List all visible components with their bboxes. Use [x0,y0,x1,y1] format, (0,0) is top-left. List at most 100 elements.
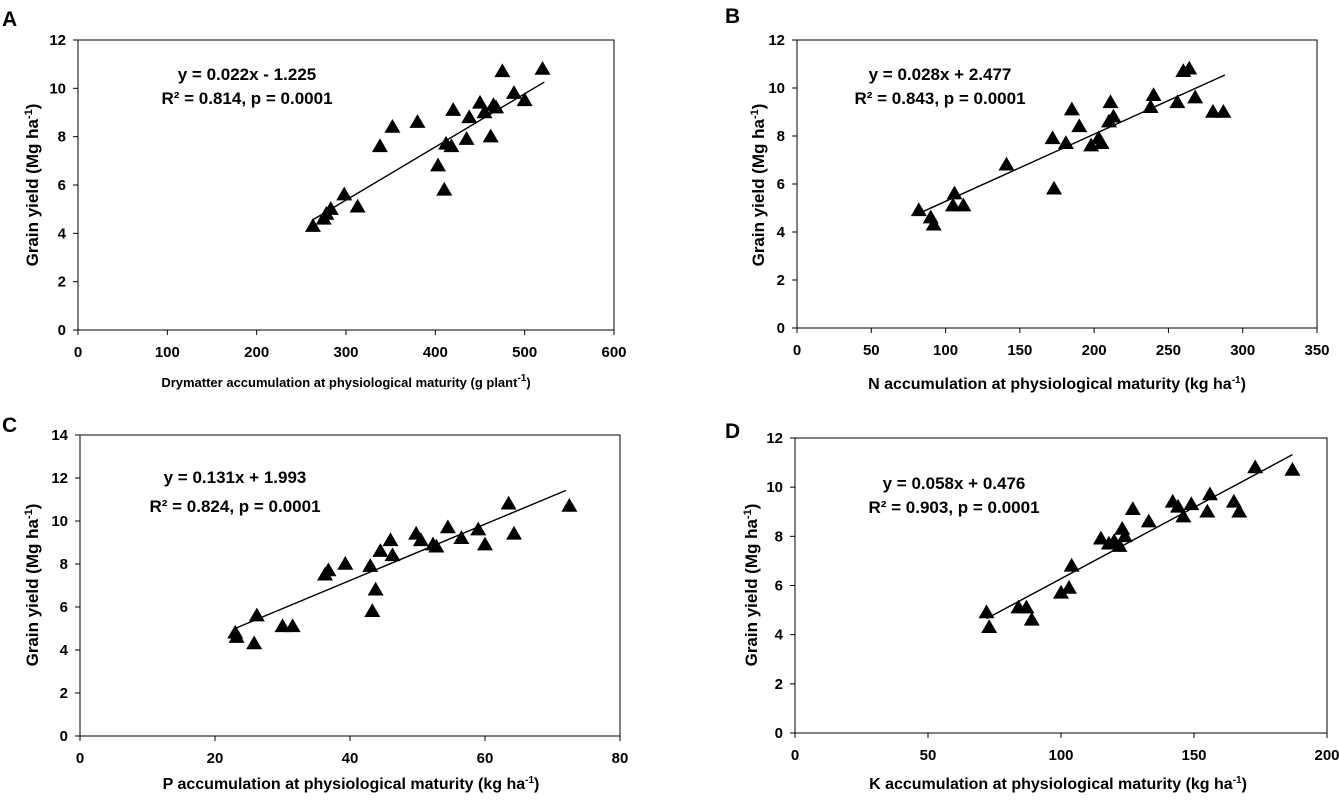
x-axis-title-c: P accumulation at physiological maturity… [163,775,540,793]
data-point [506,525,523,540]
y-axis-title-c: Grain yield (Mg ha-1) [23,504,42,667]
plot-frame-c [79,434,621,737]
x-tick-label: 300 [333,344,358,361]
x-tick-label: 0 [74,344,82,361]
data-point [1111,538,1128,552]
data-point [436,181,453,196]
x-tick-label: 500 [512,344,537,361]
x-tick-label: 100 [1048,747,1073,764]
data-point [981,619,998,634]
y-tick-label: 10 [766,479,783,496]
x-tick-label: 100 [933,342,958,359]
data-point [500,495,517,510]
data-point [488,99,505,114]
data-point [248,607,265,622]
x-tick-label: 40 [342,750,359,767]
panel-letter-a: A [2,8,17,31]
data-point [1247,459,1264,474]
data-point [998,156,1015,171]
data-point [364,603,381,618]
data-point [384,119,401,133]
x-tick-label: 600 [601,344,626,361]
data-point [1201,486,1218,501]
y-tick-label: 4 [60,642,69,659]
y-tick-label: 10 [768,80,785,97]
panel-d: D 0 2 4 6 8 10 12 0 50 100 150 200 K accumulation at … [725,420,1339,793]
x-tick-label: 60 [477,750,494,767]
y-tick-label: 2 [777,272,785,289]
data-point [1140,513,1157,528]
plot-frame-a [77,39,615,331]
y-tick-label: 12 [766,430,783,447]
regression-equation-a: y = 0.022x - 1.225 [178,65,316,84]
trend-line-a [312,81,545,221]
panel-b: B 0 2 4 6 8 10 12 0 50 100 150 200 250 300 350 N accumul… [725,5,1330,393]
data-point [384,547,401,562]
y-tick-label: 0 [775,725,783,742]
x-tick-label: 400 [423,344,448,361]
data-point [470,521,487,536]
r-squared-label-c: R² = 0.824, p = 0.0001 [149,497,320,516]
y-tick-label: 2 [58,274,66,291]
data-point [1142,99,1159,113]
data-point [1093,135,1110,149]
data-point [978,604,995,619]
data-point [412,532,429,547]
data-point [910,202,927,217]
data-point [228,629,245,643]
data-point [1225,493,1242,508]
data-point [337,556,354,570]
data-point [494,63,511,78]
data-point [1063,101,1080,116]
data-point [336,186,353,201]
data-point [1124,501,1141,516]
data-point [1181,60,1198,75]
data-point [945,197,961,212]
y-tick-label: 12 [51,470,68,487]
data-point [430,157,447,172]
x-tick-label: 250 [1156,342,1181,359]
data-point [445,102,462,116]
data-point [1175,508,1192,523]
y-tick-label: 4 [58,225,67,242]
data-point [439,519,456,534]
y-axis-title-d: Grain yield (Mg ha-1) [742,504,761,667]
data-point [320,562,337,577]
data-point [516,92,533,107]
x-axis-title-a: Drymatter accumulation at physiological … [161,373,530,390]
y-tick-label: 6 [58,177,66,194]
data-point [1057,135,1074,149]
data-point [505,85,522,99]
panel-a: A 0 2 4 6 8 10 12 0 100 200 300 400 500 600 Drymatter a… [2,8,627,390]
x-tick-label: 0 [793,342,801,359]
data-point [461,109,478,124]
panel-c: C 0 2 4 6 8 10 12 14 0 20 40 60 80 P accumulation at p… [2,414,628,793]
y-tick-label: 4 [777,224,786,241]
data-point [1105,108,1122,123]
x-tick-label: 150 [1181,747,1206,764]
data-point [367,581,384,596]
data-point [1145,87,1162,101]
regression-equation-d: y = 0.058x + 0.476 [883,474,1026,493]
data-point [1044,130,1061,145]
x-tick-label: 200 [244,344,269,361]
y-tick-label: 0 [58,322,66,339]
data-point [534,61,551,75]
x-tick-label: 200 [1314,747,1339,764]
y-tick-label: 14 [51,427,68,444]
data-point [453,530,470,544]
data-point [428,538,445,553]
data-point [946,185,963,200]
x-tick-label: 0 [76,750,84,767]
data-point [922,209,939,224]
y-axis-title-b: Grain yield (Mg ha-1) [749,104,768,267]
y-tick-label: 6 [775,578,783,595]
data-point [382,532,399,547]
x-axis-title-b: N accumulation at physiological maturity… [868,375,1246,393]
panel-letter-d: D [725,420,740,443]
x-tick-label: 300 [1230,342,1255,359]
data-point [1114,520,1131,535]
data-point [1063,557,1080,572]
y-tick-label: 6 [777,176,785,193]
